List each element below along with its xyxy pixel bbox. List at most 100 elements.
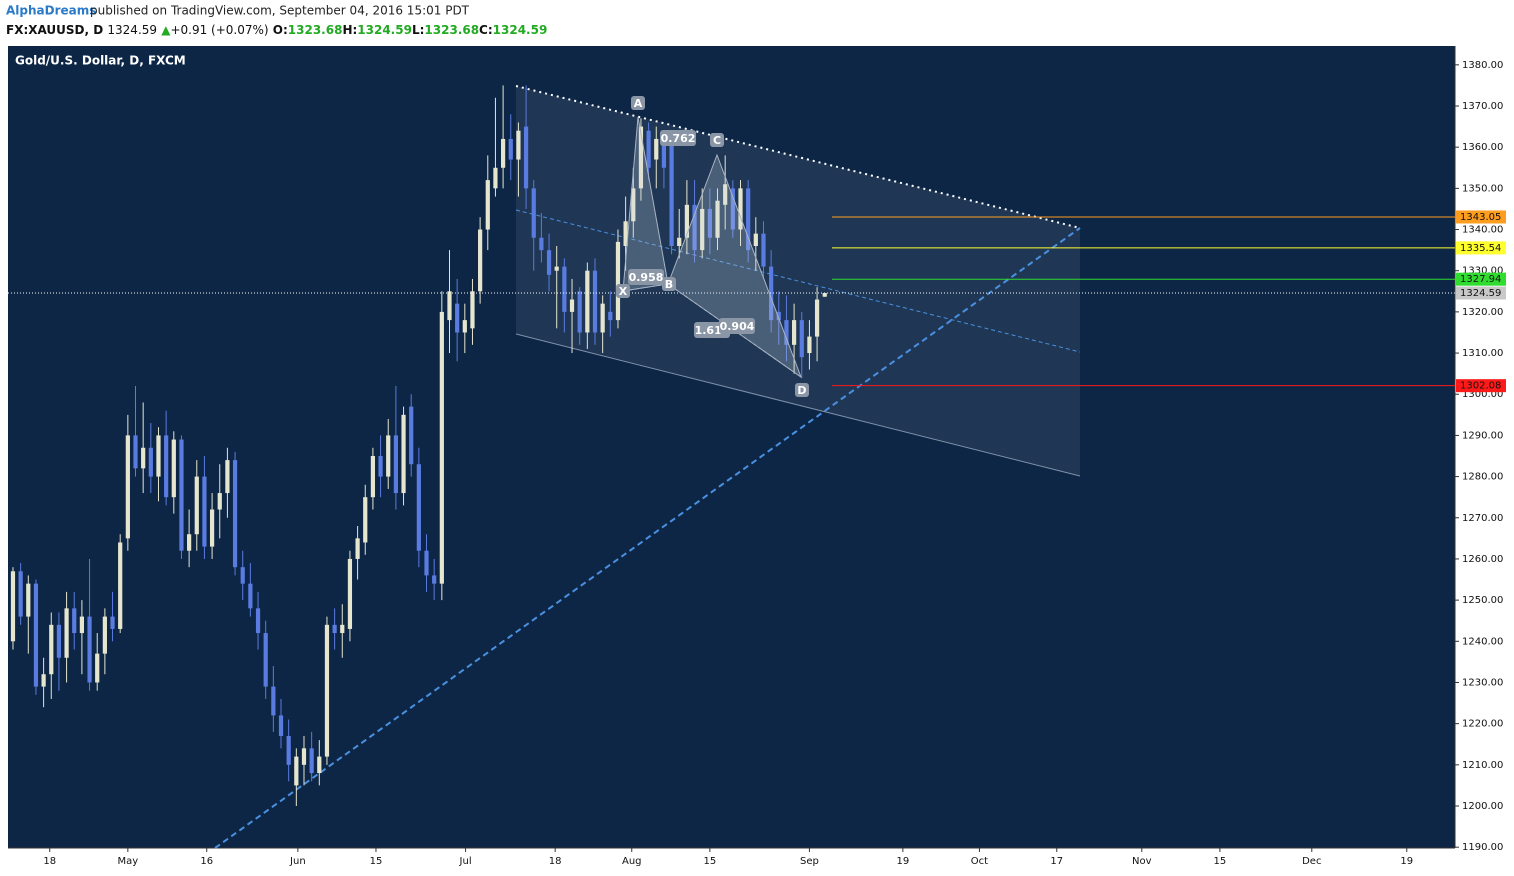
y-tick-label: 1230.00: [1462, 677, 1503, 688]
ohlc-label: O:: [273, 23, 288, 37]
y-tick-label: 1340.00: [1462, 225, 1503, 236]
ohlc-value: 1323.68: [288, 23, 343, 37]
candle-body: [64, 608, 69, 658]
candle-body: [18, 571, 23, 617]
candle-body: [638, 126, 644, 189]
x-tick-label: 18: [549, 856, 562, 867]
x-tick-label: 16: [200, 856, 213, 867]
candle-body: [631, 188, 636, 222]
level-tag: [1456, 210, 1506, 224]
plot: [8, 85, 1455, 849]
candle-body: [33, 583, 39, 687]
y-tick-label: 1310.00: [1462, 348, 1503, 359]
candle-body: [209, 509, 215, 547]
chart-title: Gold/U.S. Dollar, D, FXCM: [15, 54, 186, 68]
candle-body: [523, 126, 529, 189]
candle-body: [562, 266, 567, 312]
candle-body: [49, 624, 54, 675]
candle-body: [654, 138, 659, 160]
candle-body: [684, 204, 689, 238]
x-tick-label: Jul: [459, 856, 472, 867]
candle-body: [485, 180, 490, 230]
candle-body: [355, 538, 360, 559]
candle-body: [340, 624, 345, 634]
candle-body: [761, 233, 766, 267]
channel-bottom: [515, 333, 1081, 477]
y-tick-label: 1320.00: [1462, 307, 1503, 318]
y-tick-label: 1200.00: [1462, 801, 1503, 812]
point-label: D: [797, 384, 806, 397]
candle-body: [10, 571, 16, 642]
candle-body: [608, 311, 613, 321]
ratio-tag: [628, 269, 664, 285]
x-tick-label: Nov: [1132, 856, 1152, 867]
candle-body: [791, 320, 797, 345]
candle-body: [141, 447, 146, 469]
candle-body: [455, 303, 460, 333]
candle-body: [255, 608, 261, 634]
candle-body: [133, 435, 138, 469]
candle-body: [118, 542, 123, 629]
candle-body: [95, 653, 100, 683]
candle-body: [799, 320, 804, 358]
candle-body: [569, 299, 575, 312]
candle-body: [447, 291, 452, 321]
point-tag: [795, 383, 809, 397]
ratio-label: 0.762: [661, 132, 696, 145]
x-tick-label: Jun: [289, 856, 306, 867]
candle-body: [600, 303, 605, 333]
ohlc-label: C:: [479, 23, 493, 37]
candle-body: [753, 233, 758, 246]
ratio-tag: [719, 318, 755, 334]
x-tick-label: 19: [896, 856, 909, 867]
candle-body: [493, 167, 498, 189]
candle-body: [309, 748, 314, 774]
candle-body: [393, 435, 398, 494]
candle-body: [286, 736, 291, 765]
candle-body: [271, 686, 276, 716]
quote-line: FX:XAUUSD, D 1324.59 ▲+0.91 (+0.07%) O:1…: [6, 23, 547, 37]
point-tag: [631, 96, 645, 110]
candle-body: [554, 266, 559, 271]
candle-body: [531, 188, 536, 238]
point-label: C: [713, 134, 721, 147]
candle-body: [738, 188, 743, 230]
candle-body: [225, 460, 230, 494]
candle-body: [102, 616, 107, 654]
x-tick-label: Oct: [971, 856, 988, 867]
candle-body: [217, 493, 222, 510]
level-tag: [1456, 272, 1506, 286]
candle-body: [623, 221, 628, 246]
y-tick-label: 1240.00: [1462, 636, 1503, 647]
level-tag: [1456, 241, 1506, 255]
candle-body: [386, 435, 391, 477]
level-label: 1335.54: [1460, 243, 1501, 254]
candle-body: [26, 583, 31, 617]
candle-body: [187, 534, 192, 551]
candle-body: [615, 241, 621, 321]
x-tick-label: 15: [1214, 856, 1227, 867]
ratio-label: 0.958: [629, 271, 664, 284]
ohlc-label: H:: [342, 23, 357, 37]
candle-body: [508, 138, 513, 160]
candle-body: [814, 299, 820, 337]
candle-body: [539, 237, 544, 251]
candle-body: [294, 756, 299, 786]
x-tick-label: Sep: [800, 856, 819, 867]
candle-body: [439, 311, 444, 584]
candle-body: [332, 624, 337, 634]
y-tick-label: 1190.00: [1462, 842, 1503, 853]
ratio-label: 0.904: [720, 320, 755, 333]
candle-body: [171, 439, 176, 498]
candle-body: [378, 456, 383, 477]
y-tick-label: 1330.00: [1462, 266, 1503, 277]
level-label: 1327.94: [1460, 274, 1501, 285]
candle-body: [125, 435, 130, 539]
candle-body: [156, 435, 161, 477]
candle-body: [577, 291, 582, 333]
level-tag: [1456, 379, 1506, 393]
published: published on TradingView.com, September …: [90, 4, 470, 18]
candle-body: [470, 291, 475, 329]
candle-body: [263, 633, 268, 687]
symbol: FX:XAUUSD, D: [6, 23, 103, 37]
